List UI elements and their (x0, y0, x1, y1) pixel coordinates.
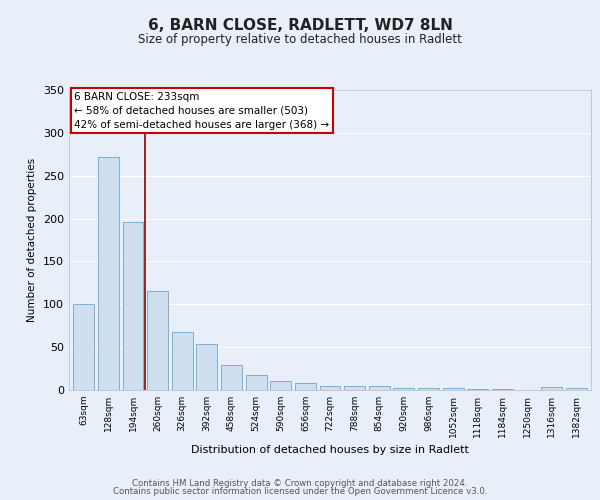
Bar (418, 388, 439, 390)
Bar (73, 304, 94, 390)
Text: Contains HM Land Registry data © Crown copyright and database right 2024.: Contains HM Land Registry data © Crown c… (132, 478, 468, 488)
Bar (344, 386, 365, 390)
Bar (172, 332, 193, 390)
Bar (369, 386, 390, 390)
Bar (295, 383, 316, 390)
Bar (122, 222, 143, 390)
Text: 6, BARN CLOSE, RADLETT, WD7 8LN: 6, BARN CLOSE, RADLETT, WD7 8LN (148, 18, 452, 32)
Bar (245, 374, 266, 390)
Bar (443, 388, 464, 390)
Bar (270, 382, 291, 390)
Bar (147, 290, 168, 390)
Text: Contains public sector information licensed under the Open Government Licence v3: Contains public sector information licen… (113, 487, 487, 496)
Bar (394, 388, 415, 390)
Bar (541, 386, 562, 390)
Text: Size of property relative to detached houses in Radlett: Size of property relative to detached ho… (138, 32, 462, 46)
Bar (566, 388, 587, 390)
Bar (221, 365, 242, 390)
Bar (492, 389, 513, 390)
Y-axis label: Number of detached properties: Number of detached properties (28, 158, 37, 322)
Bar (320, 386, 340, 390)
Bar (196, 344, 217, 390)
Bar (98, 157, 119, 390)
Text: 6 BARN CLOSE: 233sqm
← 58% of detached houses are smaller (503)
42% of semi-deta: 6 BARN CLOSE: 233sqm ← 58% of detached h… (74, 92, 329, 130)
X-axis label: Distribution of detached houses by size in Radlett: Distribution of detached houses by size … (191, 446, 469, 456)
Bar (467, 389, 488, 390)
